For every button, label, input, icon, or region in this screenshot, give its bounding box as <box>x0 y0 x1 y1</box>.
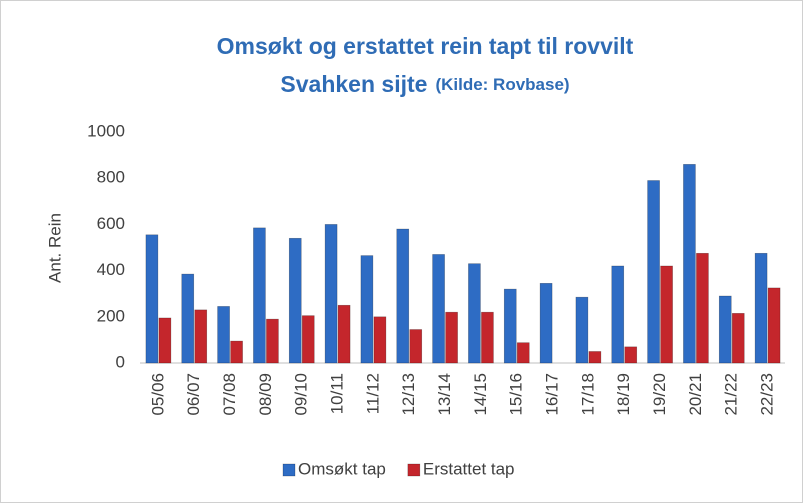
bar <box>266 318 279 364</box>
y-tick-label: 0 <box>116 352 125 371</box>
x-tick-label: 15/16 <box>507 373 526 416</box>
bar <box>194 309 208 364</box>
x-tick-label: 13/14 <box>435 373 454 416</box>
bar <box>539 283 553 364</box>
bar <box>481 311 494 364</box>
x-tick-label: 16/17 <box>543 373 562 416</box>
y-tick-label: 800 <box>97 168 125 187</box>
bar <box>696 252 709 364</box>
x-tick-label: 18/19 <box>614 373 633 416</box>
bar <box>432 254 445 364</box>
chart-title: Omsøkt og erstattet rein tapt til rovvil… <box>217 33 634 59</box>
bar <box>288 237 302 364</box>
bar <box>337 304 351 364</box>
x-tick-label: 14/15 <box>471 373 490 416</box>
bar <box>301 315 315 364</box>
y-tick-label: 1000 <box>87 121 125 140</box>
bar <box>754 252 768 364</box>
bar <box>624 346 638 364</box>
bar <box>445 311 458 364</box>
x-tick-label: 07/08 <box>220 373 239 416</box>
bar <box>767 287 781 364</box>
bar <box>324 224 338 364</box>
bar <box>718 295 732 364</box>
x-tick-label: 05/06 <box>148 373 167 416</box>
bar <box>660 265 673 364</box>
bar <box>158 317 172 364</box>
x-tick-label: 09/10 <box>292 373 311 416</box>
source: (Kilde: Rovbase) <box>435 75 569 94</box>
y-tick-label: 600 <box>97 214 125 233</box>
bar <box>253 227 266 364</box>
bar <box>409 329 423 364</box>
bar <box>396 228 410 364</box>
x-tick-label: 17/18 <box>578 373 597 416</box>
bar <box>503 288 517 364</box>
bar <box>181 273 195 364</box>
x-tick-label: 06/07 <box>184 373 203 416</box>
bar <box>683 164 696 364</box>
legend-label: Erstattet tap <box>423 459 515 478</box>
bar <box>575 296 589 364</box>
chart-subtitle: Svahken sijte (Kilde: Rovbase) <box>280 71 569 97</box>
bar <box>516 342 530 364</box>
y-tick-label: 400 <box>97 260 125 279</box>
x-tick-label: 19/20 <box>650 373 669 416</box>
legend-swatch <box>282 463 296 477</box>
x-tick-label: 11/12 <box>363 373 382 414</box>
bar <box>217 306 230 364</box>
bar <box>230 340 243 364</box>
x-tick-label: 22/23 <box>758 373 777 416</box>
x-tick-label: 08/09 <box>256 373 275 416</box>
legend-swatch <box>407 463 421 477</box>
bar <box>145 234 159 364</box>
x-tick-label: 21/22 <box>722 373 741 416</box>
bar <box>373 316 387 364</box>
x-tick-label: 12/13 <box>399 373 418 416</box>
bar <box>360 255 374 364</box>
y-tick-label: 200 <box>97 306 125 325</box>
legend-label: Omsøkt tap <box>298 459 386 478</box>
bar <box>468 263 481 364</box>
bar <box>647 180 660 364</box>
subtitle: Svahken sijte <box>280 71 427 97</box>
x-tick-label: 20/21 <box>686 373 705 416</box>
bar <box>611 265 625 364</box>
bar <box>588 351 602 364</box>
y-axis-label: Ant. Rein <box>45 213 64 283</box>
bar <box>731 313 745 364</box>
x-tick-label: 10/11 <box>328 373 347 414</box>
